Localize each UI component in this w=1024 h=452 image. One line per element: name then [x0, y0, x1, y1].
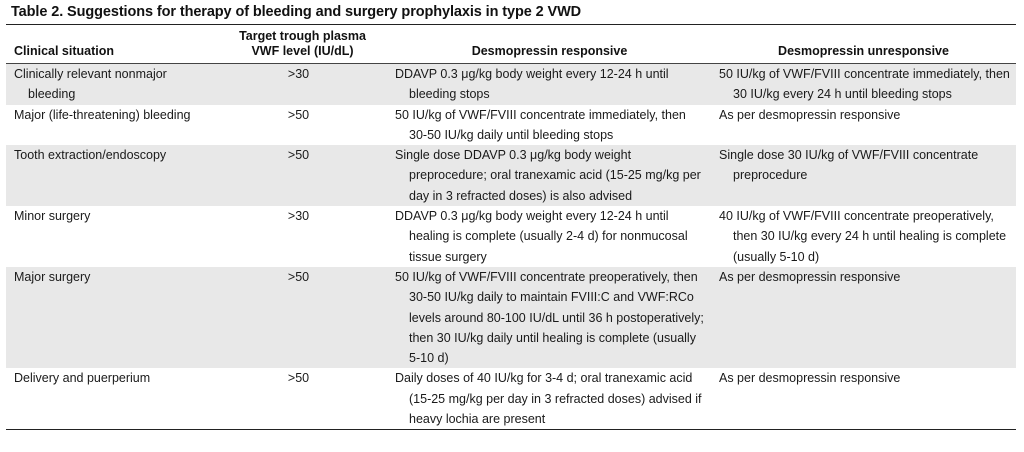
responsive-text: 50 IU/kg of VWF/FVIII concentrate preope… — [395, 269, 704, 366]
cell-responsive: DDAVP 0.3 μg/kg body weight every 12-24 … — [388, 206, 711, 267]
cell-target: >50 — [287, 371, 310, 386]
unresponsive-text: Single dose 30 IU/kg of VWF/FVIII concen… — [719, 148, 979, 183]
responsive-text: DDAVP 0.3 μg/kg body weight every 12-24 … — [395, 209, 688, 264]
table-caption: Table 2. Suggestions for therapy of blee… — [11, 4, 582, 20]
cell-unresponsive: As per desmopressin responsive — [711, 267, 1016, 368]
cell-target: >30 — [287, 67, 310, 81]
cell-responsive: Single dose DDAVP 0.3 μg/kg body weight … — [388, 145, 711, 206]
unresponsive-text: 50 IU/kg of VWF/FVIII concentrate immedi… — [719, 67, 1010, 102]
responsive-text: Single dose DDAVP 0.3 μg/kg body weight … — [395, 148, 701, 203]
cell-unresponsive: 50 IU/kg of VWF/FVIII concentrate immedi… — [711, 64, 1016, 105]
header-desmopressin-unresponsive: Desmopressin unresponsive — [778, 44, 949, 58]
situation-text: Minor surgery — [14, 209, 91, 224]
cell-responsive: 50 IU/kg of VWF/FVIII concentrate immedi… — [388, 105, 711, 146]
situation-text: Tooth extraction/endoscopy — [14, 148, 167, 163]
cell-situation: Delivery and puerperium — [6, 368, 217, 429]
header-target-line1: Target trough plasma — [239, 29, 366, 43]
situation-text: Major surgery — [14, 269, 91, 284]
responsive-text: DDAVP 0.3 μg/kg body weight every 12-24 … — [395, 67, 669, 102]
header-desmopressin-responsive: Desmopressin responsive — [471, 44, 628, 58]
unresponsive-text: As per desmopressin responsive — [719, 371, 901, 386]
cell-unresponsive: Single dose 30 IU/kg of VWF/FVIII concen… — [711, 145, 1016, 206]
cell-target: >50 — [287, 148, 310, 163]
cell-responsive: DDAVP 0.3 μg/kg body weight every 12-24 … — [388, 64, 711, 105]
cell-responsive: 50 IU/kg of VWF/FVIII concentrate preope… — [388, 267, 711, 368]
cell-situation: Clinically relevant nonmajor bleeding — [6, 64, 217, 105]
situation-text: Major (life-threatening) bleeding — [14, 107, 191, 122]
cell-situation: Major surgery — [6, 267, 217, 368]
cell-target: >50 — [287, 269, 310, 284]
cell-situation: Minor surgery — [6, 206, 217, 267]
header-clinical-situation: Clinical situation — [14, 44, 115, 58]
cell-unresponsive: As per desmopressin responsive — [711, 105, 1016, 146]
unresponsive-text: 40 IU/kg of VWF/FVIII concentrate preope… — [719, 209, 1007, 264]
cell-situation: Tooth extraction/endoscopy — [6, 145, 217, 206]
cell-situation: Major (life-threatening) bleeding — [6, 105, 217, 146]
table-row: Major surgery >50 50 IU/kg of VWF/FVIII … — [6, 266, 1016, 369]
unresponsive-text: As per desmopressin responsive — [719, 269, 901, 284]
cell-unresponsive: 40 IU/kg of VWF/FVIII concentrate preope… — [711, 206, 1016, 267]
table-header-row: Clinical situation Target trough plasma … — [6, 24, 1016, 64]
table-row: Delivery and puerperium >50 Daily doses … — [6, 368, 1016, 430]
header-target-line2: VWF level (IU/dL) — [251, 44, 354, 58]
responsive-text: 50 IU/kg of VWF/FVIII concentrate immedi… — [395, 107, 686, 142]
therapy-table: Clinical situation Target trough plasma … — [6, 24, 1016, 430]
cell-target: >30 — [287, 209, 310, 224]
situation-text: Delivery and puerperium — [14, 371, 151, 386]
cell-target: >50 — [287, 107, 310, 122]
table-row: Tooth extraction/endoscopy >50 Single do… — [6, 145, 1016, 207]
table-row: Clinically relevant nonmajor bleeding >3… — [6, 63, 1016, 105]
unresponsive-text: As per desmopressin responsive — [719, 107, 901, 122]
responsive-text: Daily doses of 40 IU/kg for 3-4 d; oral … — [395, 371, 702, 427]
situation-text: Clinically relevant nonmajor bleeding — [14, 67, 167, 102]
table-row: Major (life-threatening) bleeding >50 50… — [6, 105, 1016, 146]
cell-unresponsive: As per desmopressin responsive — [711, 368, 1016, 429]
cell-responsive: Daily doses of 40 IU/kg for 3-4 d; oral … — [388, 368, 711, 429]
table-row: Minor surgery >30 DDAVP 0.3 μg/kg body w… — [6, 206, 1016, 267]
header-target-level: Target trough plasma VWF level (IU/dL) — [217, 25, 388, 64]
